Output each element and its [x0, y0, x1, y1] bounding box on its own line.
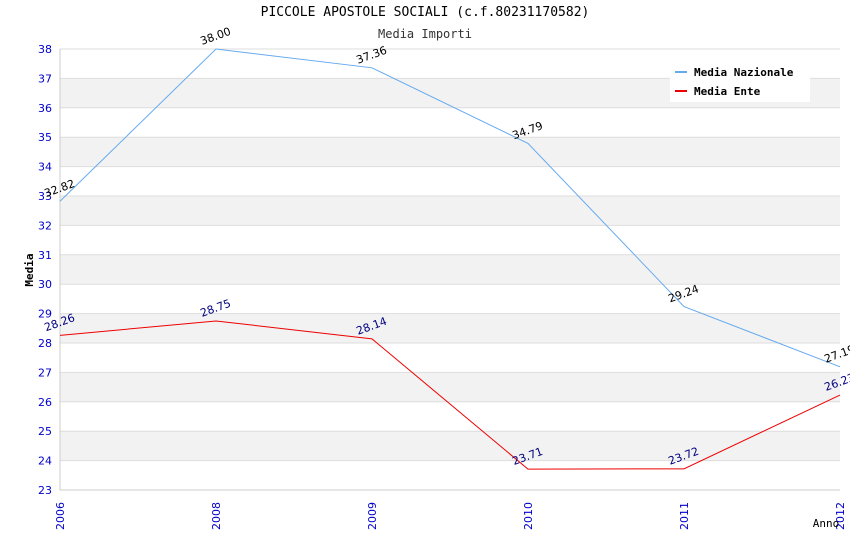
- y-tick-label: 26: [38, 396, 52, 409]
- x-tick-label: 2010: [522, 502, 535, 530]
- grid-band: [60, 196, 840, 226]
- grid-band: [60, 254, 840, 285]
- legend: Media Nazionale Media Ente: [670, 60, 810, 102]
- grid-band: [60, 372, 840, 402]
- legend-label: Media Nazionale: [694, 66, 794, 79]
- y-tick-label: 30: [38, 278, 52, 291]
- x-tick-label: 2008: [210, 502, 223, 530]
- y-tick-label: 24: [38, 455, 52, 468]
- data-label: 38.00: [199, 25, 233, 48]
- x-axis-label: Anno: [813, 517, 840, 530]
- y-tick-label: 31: [38, 249, 52, 262]
- legend-box: [670, 60, 810, 102]
- chart-title: PICCOLE APOSTOLE SOCIALI (c.f.8023117058…: [260, 5, 590, 20]
- x-tick-label: 2011: [678, 502, 691, 530]
- x-tick-label: 2012: [834, 502, 847, 530]
- y-tick-label: 28: [38, 337, 52, 350]
- y-tick-label: 36: [38, 102, 52, 115]
- legend-label: Media Ente: [694, 85, 761, 98]
- y-axis-label: Media: [23, 253, 36, 286]
- data-label: 37.36: [355, 44, 389, 67]
- y-tick-label: 38: [38, 43, 52, 56]
- x-tick-label: 2006: [54, 502, 67, 530]
- y-tick-label: 33: [38, 190, 52, 203]
- grid-band: [60, 137, 840, 167]
- data-label: 27.19: [823, 343, 850, 366]
- data-label: 29.24: [667, 282, 701, 305]
- chart-subtitle: Media Importi: [378, 27, 472, 41]
- grid-band: [60, 313, 840, 343]
- grid-band: [60, 431, 840, 461]
- y-tick-label: 35: [38, 131, 52, 144]
- y-tick-label: 25: [38, 425, 52, 438]
- y-tick-label: 32: [38, 219, 52, 232]
- y-tick-label: 23: [38, 484, 52, 497]
- y-tick-label: 29: [38, 308, 52, 321]
- y-tick-label: 27: [38, 366, 52, 379]
- y-tick-label: 34: [38, 161, 52, 174]
- y-tick-label: 37: [38, 72, 52, 85]
- x-tick-label: 2009: [366, 502, 379, 530]
- series-line: [59, 48, 841, 368]
- series-line: [59, 320, 841, 470]
